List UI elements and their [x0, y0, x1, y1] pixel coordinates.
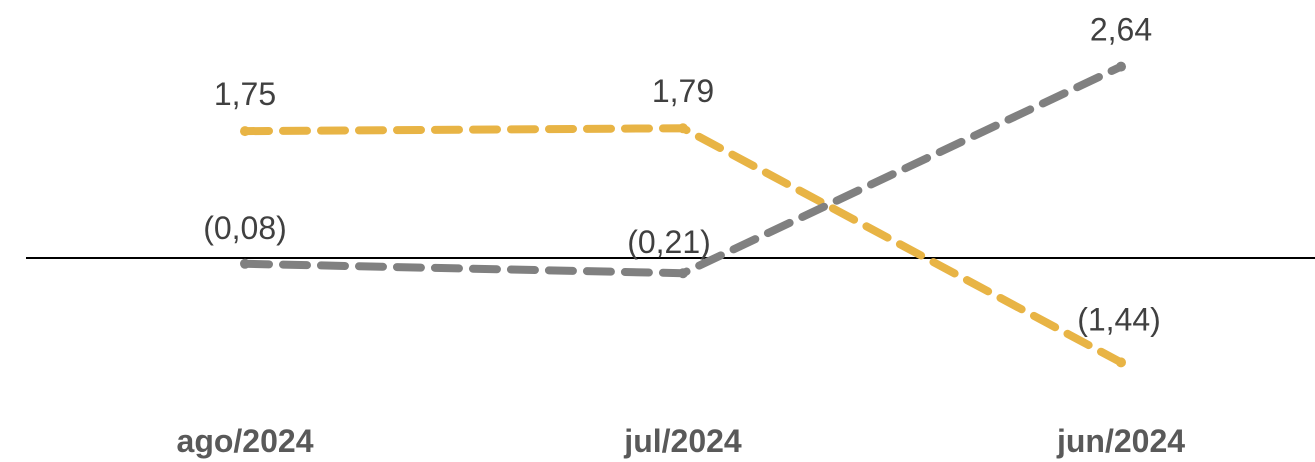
value-labels: 1,75 1,79 (1,44) (0,08) (0,21) 2,64	[203, 12, 1161, 338]
series-1-point-0	[240, 258, 250, 269]
category-label-2: jun/2024	[1056, 423, 1185, 459]
category-axis: ago/2024 jul/2024 jun/2024	[177, 423, 1186, 459]
series-1-value-label-2: 2,64	[1090, 12, 1152, 48]
category-label-0: ago/2024	[177, 423, 314, 459]
series-0-value-label-0: 1,75	[214, 76, 276, 112]
series-0-point-1	[678, 123, 688, 134]
series-0-point-2	[1116, 357, 1126, 368]
series-layer	[240, 61, 1126, 368]
series-1-point-1	[678, 268, 688, 279]
series-0-point-0	[240, 126, 250, 137]
series-0-value-label-1: 1,79	[652, 73, 714, 109]
series-0-value-label-2: (1,44)	[1077, 301, 1161, 337]
series-1-value-label-1: (0,21)	[627, 224, 711, 260]
series-1-point-2	[1116, 61, 1126, 72]
series-1-value-label-0: (0,08)	[203, 210, 287, 246]
category-label-1: jul/2024	[623, 423, 742, 459]
